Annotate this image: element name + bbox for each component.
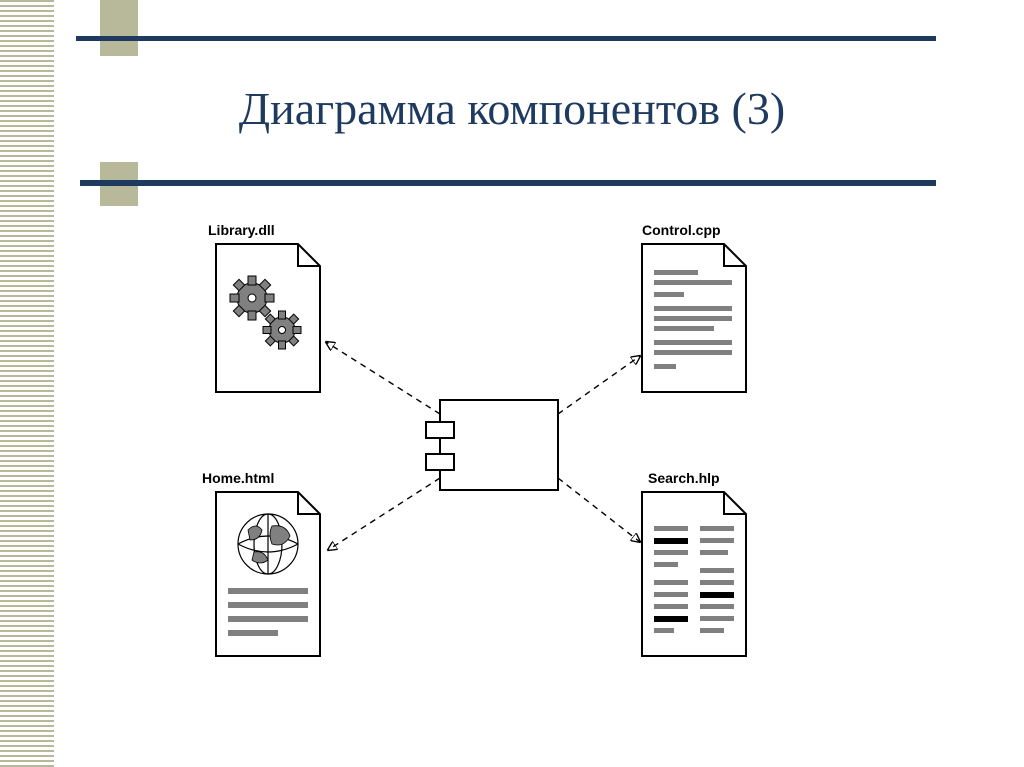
component-diagram: Library.dll Control.cpp Home.html Search…: [120, 200, 920, 760]
page-title: Диаграмма компонентов (3): [0, 82, 1024, 135]
doc-library: [216, 244, 320, 392]
diagram-svg: [120, 200, 920, 760]
mid-rule: [80, 180, 936, 186]
top-accent-box: [100, 0, 138, 56]
doc-home: [216, 492, 320, 656]
top-rule: [76, 36, 936, 41]
doc-control-cpp: [642, 244, 746, 392]
doc-search: [642, 492, 746, 656]
component-control-exe: [426, 400, 558, 490]
